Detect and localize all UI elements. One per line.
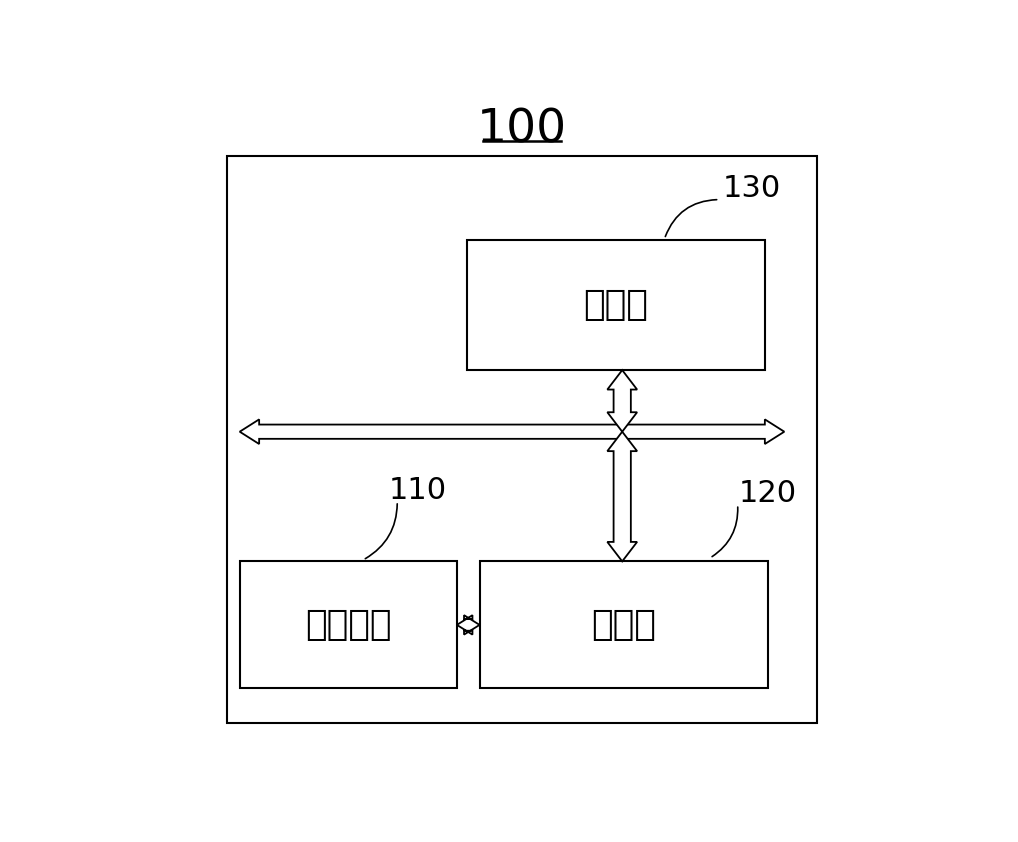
Polygon shape [457,616,479,635]
Bar [479,562,769,688]
Text: 130: 130 [723,174,781,203]
Polygon shape [608,432,637,562]
Polygon shape [608,370,637,432]
Text: 120: 120 [739,479,797,508]
Text: 110: 110 [389,476,447,504]
Text: 存储器: 存储器 [591,608,657,642]
Text: 处理器: 处理器 [583,288,648,322]
Text: 分析装置: 分析装置 [305,608,392,642]
Bar [239,562,457,688]
Bar [227,156,816,723]
Polygon shape [239,419,784,444]
Bar [466,241,765,370]
Text: 100: 100 [476,108,567,152]
